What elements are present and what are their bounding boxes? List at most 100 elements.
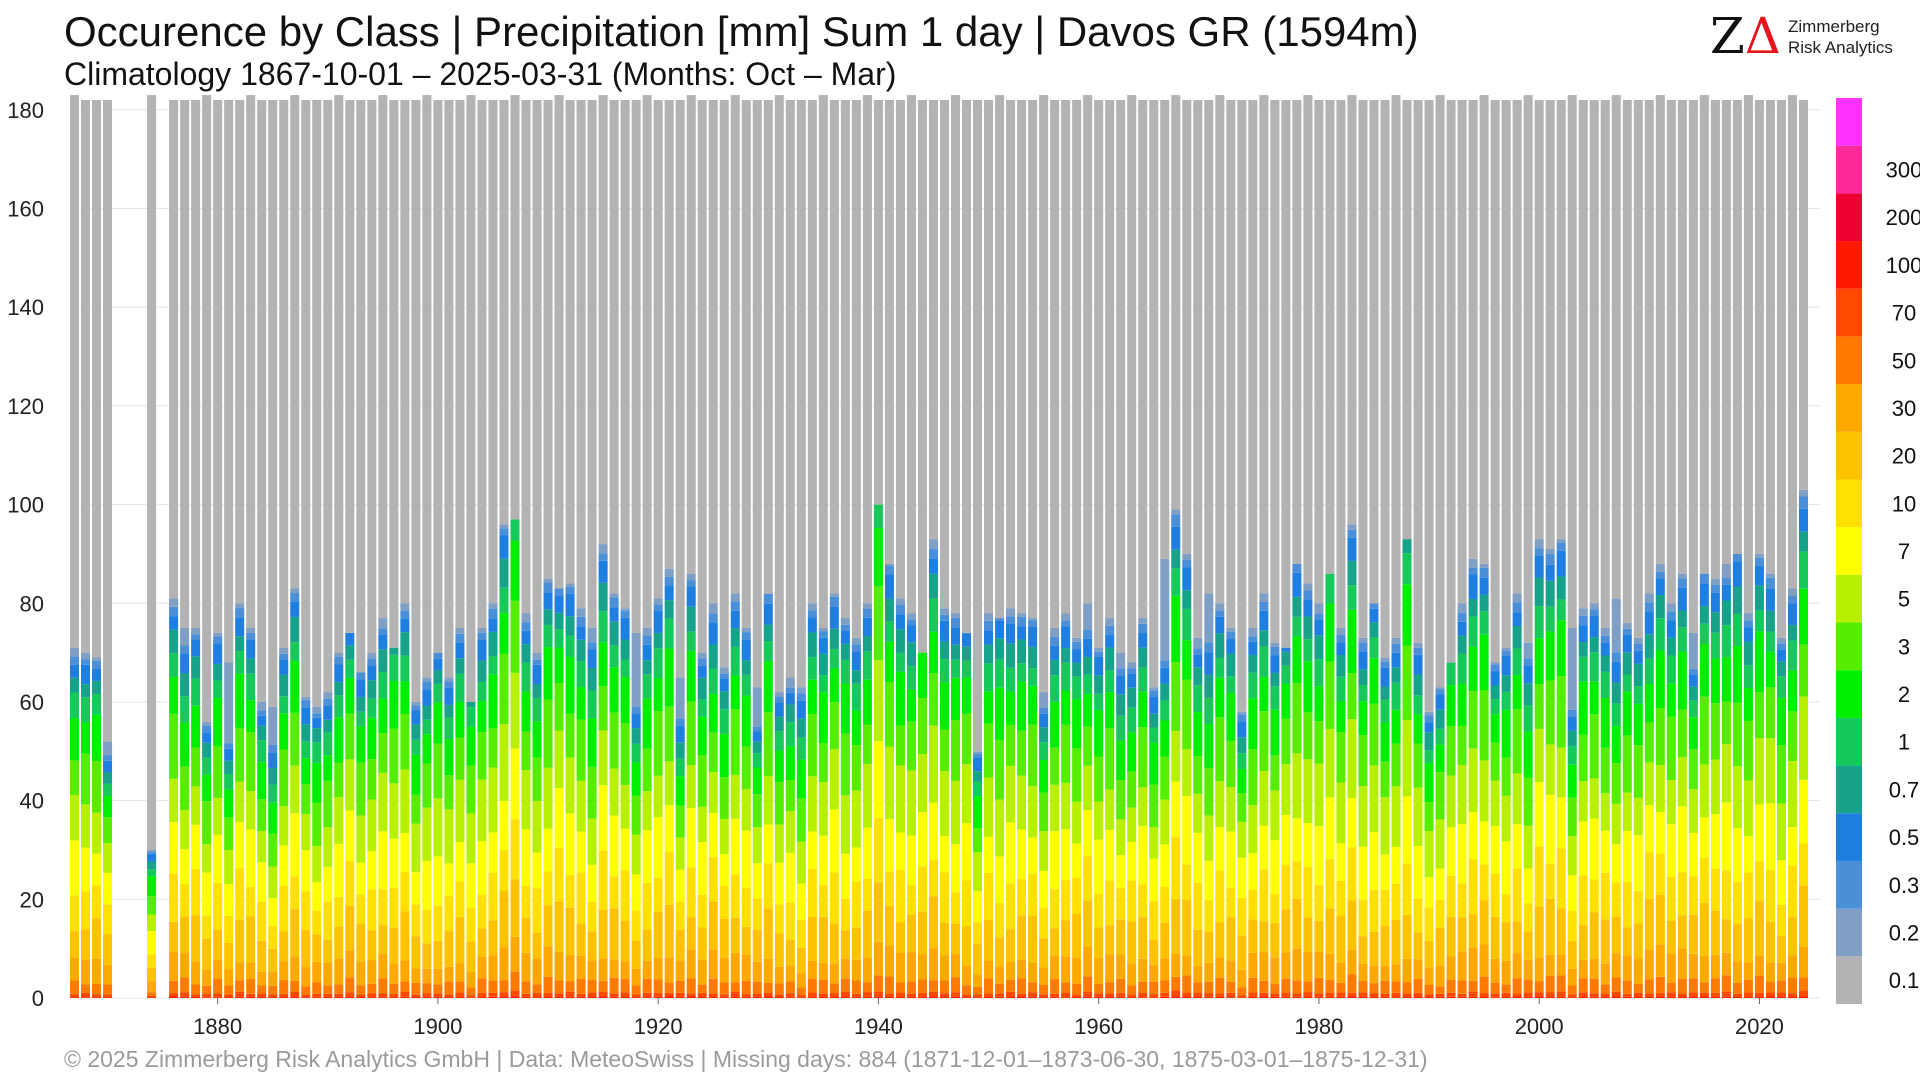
bar-segment-class-1 xyxy=(1578,656,1588,682)
bar-segment-class-70 xyxy=(1501,992,1511,997)
bar-segment-class-0.1 xyxy=(312,100,322,707)
bar-segment-class-3 xyxy=(69,760,80,795)
bar-segment-class-70 xyxy=(1655,992,1665,998)
season-bar xyxy=(411,100,421,998)
y-tick-label: 160 xyxy=(7,197,44,222)
bar-segment-class-1 xyxy=(1413,695,1423,715)
bar-segment-class-7 xyxy=(730,818,740,875)
bar-segment-class-0.1 xyxy=(510,95,520,520)
bar-segment-class-1 xyxy=(609,645,619,668)
bar-segment-class-1 xyxy=(147,869,157,877)
bar-segment-class-20 xyxy=(433,940,443,969)
bar-segment-class-50 xyxy=(664,982,674,993)
bar-segment-class-100 xyxy=(939,996,950,998)
bar-segment-class-100 xyxy=(224,997,234,998)
bar-segment-class-20 xyxy=(1369,931,1379,966)
bar-segment-class-0.5 xyxy=(422,689,432,706)
bar-segment-class-1 xyxy=(807,657,817,680)
bar-segment-class-3 xyxy=(180,766,190,811)
bar-segment-class-70 xyxy=(147,995,157,998)
bar-segment-class-20 xyxy=(1468,914,1478,948)
bar-segment-class-0.5 xyxy=(191,639,201,657)
bar-segment-class-2 xyxy=(411,754,421,795)
bar-segment-class-0.3 xyxy=(719,673,729,679)
season-bar xyxy=(1776,100,1786,998)
bar-segment-class-50 xyxy=(906,981,916,994)
bar-segment-class-0.7 xyxy=(323,719,333,733)
bar-segment-class-100 xyxy=(962,997,972,998)
bar-segment-class-0.1 xyxy=(1072,100,1082,638)
bar-segment-class-1 xyxy=(1446,662,1456,686)
bar-segment-class-2 xyxy=(928,631,938,674)
bar-segment-class-0.2 xyxy=(763,593,773,594)
bar-segment-class-20 xyxy=(213,929,223,960)
bar-segment-class-7 xyxy=(1281,814,1291,866)
bar-segment-class-10 xyxy=(1457,883,1467,918)
bar-segment-class-0.7 xyxy=(1545,580,1555,607)
bar-segment-class-50 xyxy=(69,980,80,995)
bar-segment-class-3 xyxy=(829,702,839,750)
bar-segment-class-30 xyxy=(444,966,454,982)
bar-segment-class-0.7 xyxy=(785,704,795,723)
bar-segment-class-70 xyxy=(1369,993,1379,997)
bar-segment-class-1 xyxy=(1732,613,1742,647)
bar-segment-class-2 xyxy=(664,648,674,707)
bar-segment-class-0.1 xyxy=(984,100,994,614)
season-bar xyxy=(1644,100,1654,998)
bar-segment-class-20 xyxy=(1655,894,1665,945)
bar-segment-class-70 xyxy=(1479,993,1489,998)
bar-segment-class-100 xyxy=(973,997,983,998)
bar-segment-class-0.3 xyxy=(818,631,828,638)
bar-segment-class-0.5 xyxy=(950,627,961,645)
bar-segment-class-50 xyxy=(741,980,751,995)
bar-segment-class-7 xyxy=(1292,818,1302,862)
bar-segment-class-50 xyxy=(1545,976,1555,993)
bar-segment-class-30 xyxy=(873,941,883,976)
bar-segment-class-0.2 xyxy=(1501,647,1511,651)
bar-segment-class-10 xyxy=(1215,870,1225,923)
season-bar xyxy=(235,100,245,998)
y-tick-label: 20 xyxy=(20,887,44,912)
bar-segment-class-0.3 xyxy=(1787,595,1797,604)
bar-segment-class-2 xyxy=(1050,701,1060,748)
bar-segment-class-50 xyxy=(653,979,663,993)
bar-segment-class-5 xyxy=(301,813,311,851)
bar-segment-class-3 xyxy=(554,683,564,731)
bar-segment-class-5 xyxy=(477,779,487,842)
bar-segment-class-0.2 xyxy=(69,647,80,657)
bar-segment-class-7 xyxy=(334,843,344,897)
bar-segment-class-0.5 xyxy=(69,664,80,678)
bar-segment-class-100 xyxy=(1149,997,1159,998)
bar-segment-class-5 xyxy=(1600,793,1610,831)
season-bar xyxy=(1743,95,1753,998)
bar-segment-class-100 xyxy=(268,997,278,998)
bar-segment-class-0.1 xyxy=(444,100,454,678)
bar-segment-class-3 xyxy=(1644,722,1654,763)
bar-segment-class-7 xyxy=(796,883,806,920)
bar-segment-class-30 xyxy=(1589,959,1599,979)
bar-segment-class-30 xyxy=(906,952,916,982)
bar-segment-class-2 xyxy=(356,726,366,763)
bar-segment-class-70 xyxy=(290,992,300,998)
bar-segment-class-7 xyxy=(1138,825,1148,885)
bar-segment-class-100 xyxy=(1567,997,1577,998)
bar-segment-class-70 xyxy=(962,994,972,998)
bar-segment-class-0.1 xyxy=(147,95,157,850)
bar-segment-class-0.1 xyxy=(1699,95,1709,574)
bar-segment-class-0.2 xyxy=(1710,578,1720,585)
bar-segment-class-20 xyxy=(1402,914,1412,959)
bar-segment-class-30 xyxy=(664,957,674,983)
bar-segment-class-70 xyxy=(1787,993,1797,997)
bar-segment-class-10 xyxy=(995,903,1005,938)
bar-segment-class-7 xyxy=(1787,827,1797,866)
bar-segment-class-0.7 xyxy=(1259,630,1269,647)
bar-segment-class-2 xyxy=(378,698,388,734)
bar-segment-class-5 xyxy=(1259,770,1269,826)
bar-segment-class-0.7 xyxy=(147,861,157,870)
bar-segment-class-0.3 xyxy=(807,610,817,618)
bar-segment-class-2 xyxy=(1248,698,1258,750)
bar-segment-class-10 xyxy=(962,880,972,927)
bar-segment-class-50 xyxy=(851,980,861,994)
bar-segment-class-50 xyxy=(708,978,718,994)
bar-segment-class-50 xyxy=(1248,977,1258,993)
